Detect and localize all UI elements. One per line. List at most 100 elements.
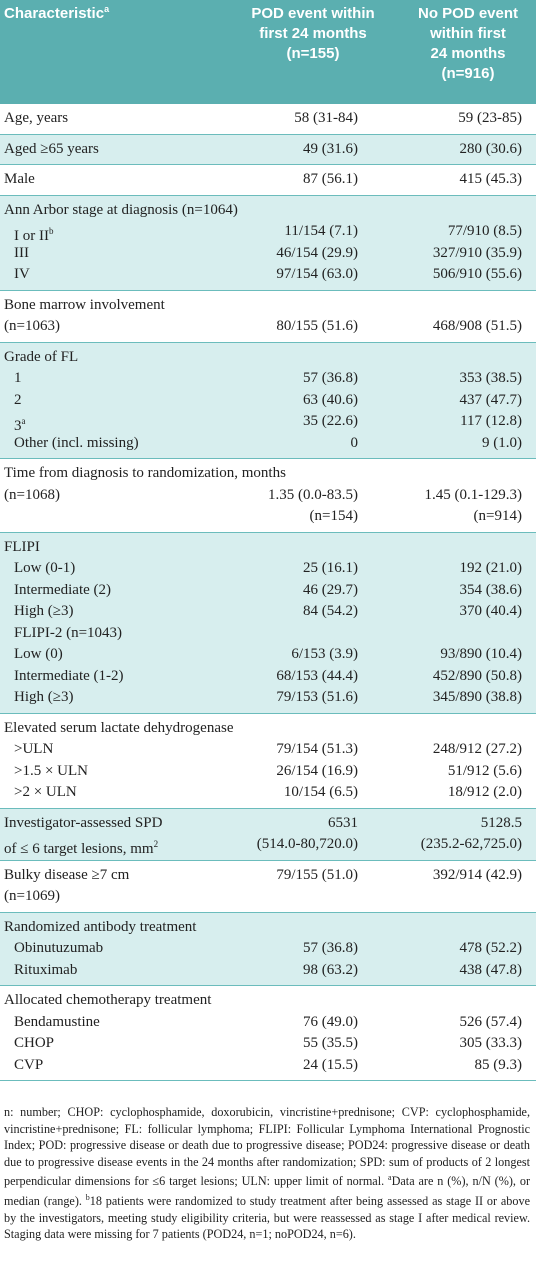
row-label: 2	[14, 390, 22, 412]
row-label: Intermediate (1-2)	[14, 666, 124, 688]
header-line: POD event within	[251, 5, 375, 22]
cell: 1.45 (0.1-129.3)	[424, 486, 523, 503]
row-label: of ≤ 6 target lesions, mm2	[4, 834, 158, 861]
cell: 58 (31-84)	[294, 110, 358, 126]
row-label-text: Intermediate (2)	[14, 581, 112, 598]
cell: 6531	[328, 814, 358, 831]
row-label-text: Bone marrow involvement	[4, 296, 165, 313]
row-label: (n=1068)	[4, 485, 60, 507]
cell: 76 (49.0)	[303, 1013, 358, 1030]
cell: 478 (52.2)	[459, 940, 523, 956]
row-label-text: Elevated serum lactate dehydrogenase	[4, 719, 234, 736]
row-group: Ann Arbor stage at diagnosis (n=1064) I o…	[0, 195, 536, 291]
table-row: Bone marrow involvement	[0, 295, 536, 317]
table-row: CVP 24 (15.5) 85 (9.3)	[0, 1055, 536, 1077]
table-row: >ULN 79/154 (51.3) 248/912 (27.2)	[0, 739, 536, 761]
footnote-text: 18 patients were randomized to study tre…	[4, 1194, 530, 1242]
header-line: (n=916)	[441, 65, 495, 82]
table-row: Male 87 (56.1) 415 (45.3)	[0, 169, 536, 191]
table-row: of ≤ 6 target lesions, mm2 (514.0-80,720.…	[0, 834, 536, 857]
header-line: first 24 months	[259, 25, 367, 42]
row-label-text: Obinutuzumab	[14, 940, 104, 956]
row-label: Low (0-1)	[14, 558, 75, 580]
cell: 63 (40.6)	[303, 391, 358, 408]
row-label-text: CHOP	[14, 1035, 55, 1051]
superscript: 2	[153, 839, 159, 849]
row-label: FLIPI	[4, 537, 40, 559]
row-label-text: Time from diagnosis to randomization, mo…	[4, 465, 286, 481]
row-label-text: Low (0-1)	[14, 560, 76, 576]
table-row: High (≥3) 84 (54.2) 370 (40.4)	[0, 601, 536, 623]
row-group: Grade of FL 1 57 (36.8) 353 (38.5) 2 63 (40.6…	[0, 342, 536, 459]
row-label-text: FLIPI	[4, 538, 40, 555]
cell: 117 (12.8)	[460, 413, 522, 429]
row-label-text: Male	[4, 171, 35, 187]
cell: 526 (57.4)	[459, 1013, 523, 1030]
table-row: High (≥3) 79/153 (51.6) 345/890 (38.8)	[0, 687, 536, 709]
cell: 10/154 (6.5)	[283, 784, 358, 800]
table-row: FLIPI	[0, 537, 536, 559]
cell: 248/912 (27.2)	[432, 741, 522, 757]
row-label-text: Bulky disease ≥7 cm	[4, 866, 130, 883]
table-row: Randomized antibody treatment	[0, 917, 536, 939]
row-label: Other (incl. missing)	[14, 433, 139, 455]
row-label: 1	[14, 368, 22, 390]
cell: 97/154 (63.0)	[276, 266, 358, 282]
row-label-text: High (≥3)	[14, 603, 74, 619]
header-line: (n=155)	[286, 45, 340, 62]
table-row: Low (0) 6/153 (3.9) 93/890 (10.4)	[0, 644, 536, 666]
cell: 327/910 (35.9)	[432, 244, 522, 261]
cell: 79/155 (51.0)	[276, 866, 358, 883]
row-label: (n=1069)	[4, 886, 60, 908]
row-label-text: 2	[14, 391, 22, 408]
table-row: FLIPI-2 (n=1043)	[0, 623, 536, 645]
row-label: Time from diagnosis to randomization, mo…	[4, 463, 286, 485]
row-label-text: Ann Arbor stage at diagnosis (n=1064)	[4, 201, 238, 218]
cell: 370 (40.4)	[459, 603, 523, 619]
table-row: Intermediate (1-2) 68/153 (44.4) 452/890 (…	[0, 666, 536, 688]
table-row: Grade of FL	[0, 347, 536, 369]
table-row: Allocated chemotherapy treatment	[0, 990, 536, 1012]
cell: 305 (33.3)	[459, 1035, 523, 1051]
row-group: Time from diagnosis to randomization, mo…	[0, 459, 536, 533]
table-row: Bendamustine 76 (49.0) 526 (57.4)	[0, 1012, 536, 1034]
header-column: POD event within first 24 months (n=155)	[233, 4, 393, 64]
cell: (n=154)	[309, 508, 358, 524]
row-label: IV	[14, 264, 30, 286]
table-row: >1.5 × ULN 26/154 (16.9) 51/912 (5.6)	[0, 761, 536, 783]
row-group: FLIPI Low (0-1) 25 (16.1) 192 (21.0) Interme…	[0, 532, 536, 714]
table-row: Other (incl. missing) 0 9 (1.0)	[0, 433, 536, 455]
row-label: Randomized antibody treatment	[4, 917, 196, 939]
superscript: b	[48, 226, 54, 236]
row-label: 3a	[14, 411, 26, 438]
cell: 57 (36.8)	[303, 370, 358, 386]
table-row: Intermediate (2) 46 (29.7) 354 (38.6)	[0, 580, 536, 602]
cell: (n=914)	[473, 508, 522, 524]
row-group: Bone marrow involvement (n=1063) 80/155 (5…	[0, 291, 536, 343]
row-label: Bulky disease ≥7 cm	[4, 865, 129, 887]
row-label: Age, years	[4, 108, 68, 130]
cell: 26/154 (16.9)	[276, 762, 358, 779]
row-label: Elevated serum lactate dehydrogenase	[4, 718, 233, 740]
row-label: Bendamustine	[14, 1012, 100, 1034]
cell: 84 (54.2)	[303, 603, 358, 619]
row-label: Allocated chemotherapy treatment	[4, 990, 211, 1012]
row-label-text: High (≥3)	[14, 689, 74, 705]
cell: (235.2-62,725.0)	[420, 836, 522, 852]
table-row: 1 57 (36.8) 353 (38.5)	[0, 368, 536, 390]
row-label-text: >1.5 × ULN	[14, 762, 88, 779]
row-label: Ann Arbor stage at diagnosis (n=1064)	[4, 200, 238, 222]
row-label-text: Age, years	[4, 110, 69, 126]
row-group: Allocated chemotherapy treatment Bendamus…	[0, 986, 536, 1081]
row-label-text: IV	[14, 266, 30, 282]
row-group: Elevated serum lactate dehydrogenase >ULN…	[0, 714, 536, 809]
row-label: >1.5 × ULN	[14, 761, 88, 783]
cell: 35 (22.6)	[303, 413, 358, 429]
table-row: Elevated serum lactate dehydrogenase	[0, 718, 536, 740]
cell: 452/890 (50.8)	[432, 667, 522, 684]
row-label: >2 × ULN	[14, 782, 77, 804]
row-label: Rituximab	[14, 960, 77, 982]
row-group: Age, years 58 (31-84) 59 (23-85)	[0, 104, 536, 135]
table-row: (n=1068) 1.35 (0.0-83.5) 1.45 (0.1-129.3)	[0, 485, 536, 507]
cell: 345/890 (38.8)	[432, 689, 522, 705]
